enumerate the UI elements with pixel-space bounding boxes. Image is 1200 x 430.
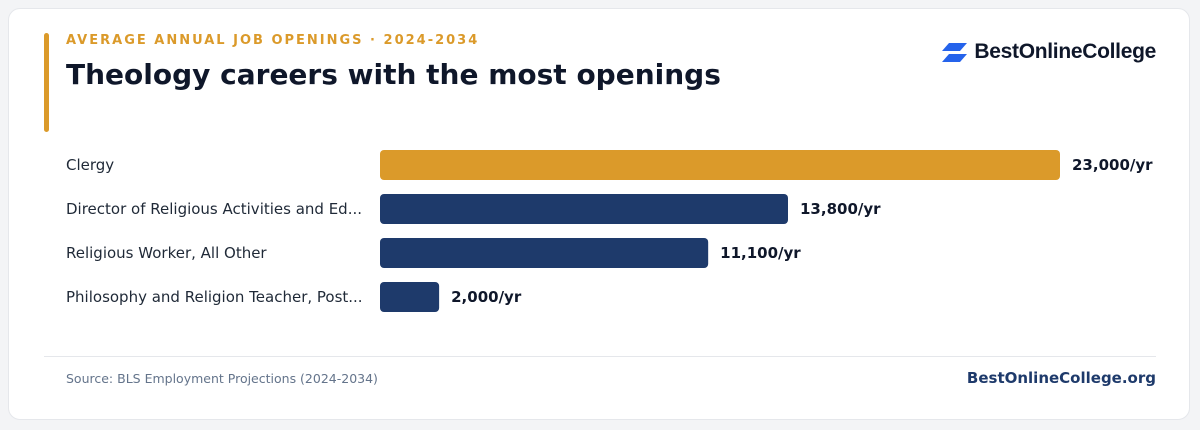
site-link[interactable]: BestOnlineCollege.org bbox=[966, 369, 1156, 387]
chart-eyebrow: AVERAGE ANNUAL JOB OPENINGS · 2024-2034 bbox=[66, 33, 480, 48]
category-label: Clergy bbox=[66, 156, 114, 174]
source-note: Source: BLS Employment Projections (2024… bbox=[66, 371, 378, 386]
bar bbox=[380, 238, 709, 268]
bar bbox=[380, 150, 1060, 180]
category-label: Director of Religious Activities and Ed.… bbox=[66, 200, 362, 218]
brand-logo[interactable]: BestOnlineCollege bbox=[942, 40, 1156, 64]
value-label: 23,000/yr bbox=[1072, 156, 1153, 174]
accent-bar bbox=[44, 33, 49, 132]
value-label: 11,100/yr bbox=[720, 244, 801, 262]
category-label: Religious Worker, All Other bbox=[66, 244, 267, 262]
chart-title: Theology careers with the most openings bbox=[66, 58, 721, 91]
value-label: 2,000/yr bbox=[451, 288, 522, 306]
brand-name: BestOnlineCollege bbox=[974, 40, 1156, 63]
value-label: 13,800/yr bbox=[800, 200, 881, 218]
footer-divider bbox=[44, 356, 1156, 357]
bar bbox=[380, 282, 440, 312]
stacked-parallelograms-icon bbox=[942, 42, 968, 62]
category-label: Philosophy and Religion Teacher, Post... bbox=[66, 288, 363, 306]
bar bbox=[380, 194, 788, 224]
